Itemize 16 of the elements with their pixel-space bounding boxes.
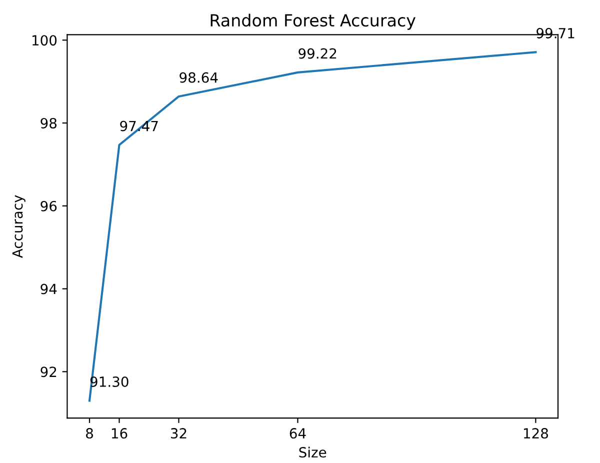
y-tick-label: 94 [40,284,57,294]
x-tick-label: 128 [524,428,548,439]
x-tick-label: 32 [170,428,186,439]
x-axis-title: Size [299,446,326,458]
x-tick-label: 8 [86,428,93,439]
x-tick-label: 16 [112,428,128,439]
data-label: 99.22 [298,48,336,59]
data-label: 99.71 [536,28,574,38]
y-tick-label: 100 [32,35,57,46]
y-tick-label: 96 [40,200,57,212]
x-tick-label: 64 [290,428,306,439]
y-tick-label: 92 [40,366,56,378]
data-label: 98.64 [180,72,218,83]
chart-title: Random Forest Accuracy [210,14,416,30]
y-tick-label: 98 [40,118,57,128]
y-axis-title: Accuracy [12,195,26,258]
